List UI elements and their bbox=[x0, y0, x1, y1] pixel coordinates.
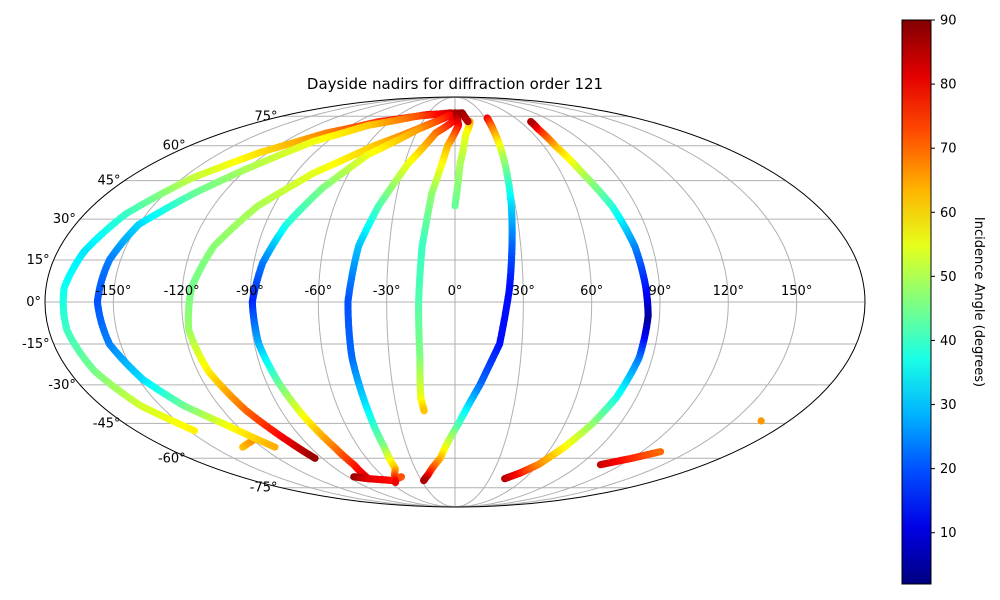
nadir-point bbox=[271, 443, 279, 451]
nadir-point bbox=[656, 448, 665, 456]
colorbar-tick-label: 90 bbox=[940, 14, 957, 29]
y-tick-label: 45° bbox=[98, 174, 121, 189]
y-tick-label: 15° bbox=[27, 253, 50, 268]
y-tick-label: 30° bbox=[53, 212, 76, 227]
nadir-point bbox=[451, 202, 459, 210]
colorbar: 10 20 30 40 50 60 70 80 90 Incidence Angle (degr… bbox=[901, 14, 986, 585]
colorbar-label: Incidence Angle (degrees) bbox=[971, 217, 986, 387]
x-tick-label: 150° bbox=[781, 284, 812, 299]
nadir-point bbox=[464, 118, 472, 126]
colorbar-tick-label: 70 bbox=[940, 142, 957, 157]
x-tick-label: 90° bbox=[648, 284, 671, 299]
nadir-point bbox=[391, 478, 400, 486]
colorbar-gradient bbox=[901, 19, 932, 585]
x-tick-labels: -150° -120° -90° -60° -30° 0° 30° 60° 90° 120° 150… bbox=[95, 284, 812, 299]
x-tick-label: -90° bbox=[236, 284, 264, 299]
y-tick-label: -45° bbox=[93, 416, 121, 431]
y-tick-label: -15° bbox=[22, 337, 50, 352]
x-tick-label: -30° bbox=[373, 284, 401, 299]
chart-title: Dayside nadirs for diffraction order 121 bbox=[307, 75, 603, 93]
colorbar-tick-label: 50 bbox=[940, 270, 957, 285]
y-tick-label: -60° bbox=[158, 451, 186, 466]
colorbar-tick-label: 10 bbox=[940, 526, 957, 541]
x-tick-label: -120° bbox=[164, 284, 200, 299]
y-tick-label: -75° bbox=[250, 481, 278, 496]
x-tick-label: 0° bbox=[448, 284, 463, 299]
colorbar-tick-label: 20 bbox=[940, 462, 957, 477]
colorbar-tick-label: 40 bbox=[940, 334, 957, 349]
x-tick-label: -60° bbox=[304, 284, 332, 299]
colorbar-ticks: 10 20 30 40 50 60 70 80 90 bbox=[931, 14, 957, 541]
colorbar-tick-label: 30 bbox=[940, 398, 957, 413]
y-tick-label: 75° bbox=[254, 109, 277, 124]
y-tick-label: 0° bbox=[26, 295, 41, 310]
nadir-point bbox=[397, 473, 405, 481]
nadir-point bbox=[527, 118, 535, 126]
nadir-point bbox=[311, 454, 319, 462]
data-points bbox=[59, 109, 765, 486]
nadir-point bbox=[420, 477, 428, 485]
x-tick-label: 60° bbox=[580, 284, 603, 299]
nadir-point bbox=[757, 417, 765, 425]
y-tick-label: -30° bbox=[48, 378, 76, 393]
x-tick-label: 30° bbox=[512, 284, 535, 299]
x-tick-label: -150° bbox=[95, 284, 131, 299]
nadir-point bbox=[420, 407, 428, 415]
y-tick-label: 60° bbox=[163, 139, 186, 154]
nadir-point bbox=[190, 427, 198, 435]
colorbar-tick-label: 60 bbox=[940, 206, 957, 221]
colorbar-tick-label: 80 bbox=[940, 78, 957, 93]
x-tick-label: 120° bbox=[713, 284, 744, 299]
graticule bbox=[45, 96, 865, 508]
